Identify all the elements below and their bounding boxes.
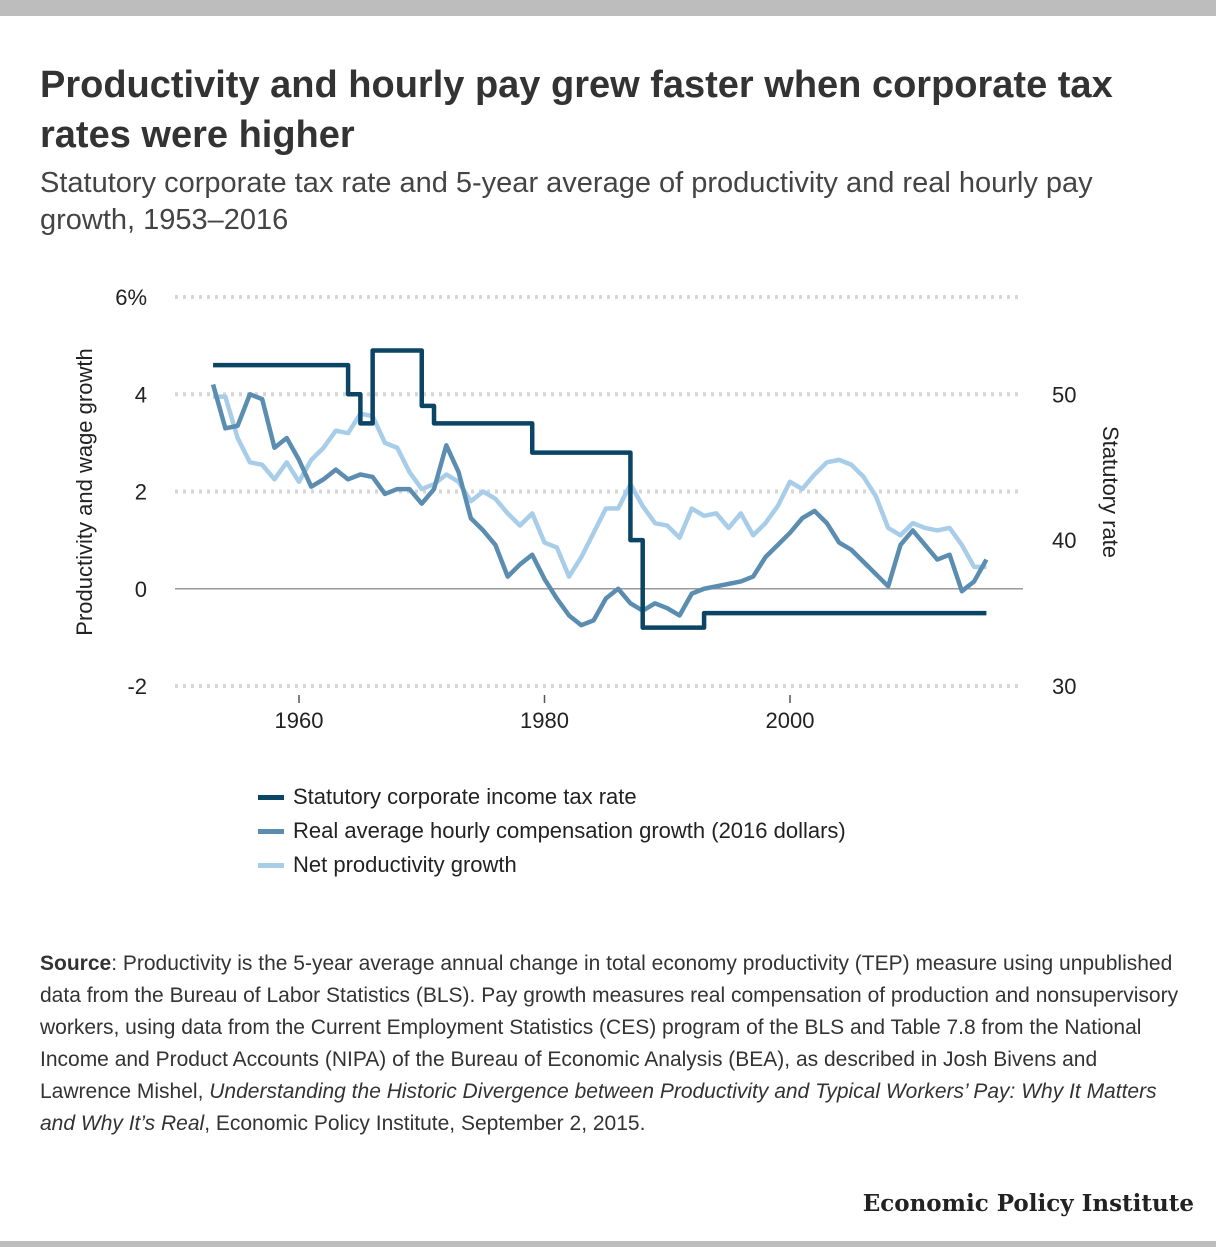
line-chart: 6% 4 2 0 -2 50 40 30 1960 1980 2000 Productivity a… [72, 285, 1123, 733]
series-line-compensation [210, 383, 989, 628]
legend-swatch [258, 794, 284, 800]
y-tick-label: 6% [115, 285, 147, 310]
legend-swatch [258, 828, 284, 834]
y-axis-label: Productivity and wage growth [72, 348, 97, 635]
x-tick-label: 1980 [520, 708, 569, 733]
x-tick-label: 1960 [275, 708, 324, 733]
source-citation: Understanding the Historic Divergence be… [40, 1080, 1157, 1135]
chart-title: Productivity and hourly pay grew faster … [40, 64, 1113, 156]
y2-axis-label: Statutory rate [1098, 426, 1123, 558]
legend-item-productivity: Net productivity growth [258, 848, 846, 882]
y2-tick-label: 50 [1052, 382, 1076, 407]
chart-subtitle: Statutory corporate tax rate and 5-year … [40, 167, 1093, 236]
legend-item-tax-rate: Statutory corporate income tax rate [258, 780, 846, 814]
source-label: Source [40, 952, 112, 975]
publisher-logo: Economic Policy Institute [862, 1190, 1194, 1217]
legend-label: Real average hourly compensation growth … [293, 818, 846, 843]
legend: Statutory corporate income tax rate Real… [258, 780, 846, 882]
series-line-tax-rate [213, 348, 987, 630]
legend-label: Statutory corporate income tax rate [293, 784, 637, 809]
y-tick-label: 4 [135, 382, 147, 407]
source-note: Source: Productivity is the 5-year avera… [40, 948, 1180, 1140]
bottom-border [0, 1241, 1216, 1247]
y-tick-label: 0 [135, 577, 147, 602]
y-tick-label: -2 [127, 674, 147, 699]
top-border [0, 0, 1216, 16]
source-text: : Productivity is the 5-year average ann… [40, 952, 1179, 1103]
gridlines [175, 295, 1023, 688]
tick-labels: 6% 4 2 0 -2 50 40 30 1960 1980 2000 [115, 285, 1076, 733]
y2-tick-label: 40 [1052, 528, 1076, 553]
y2-tick-label: 30 [1052, 674, 1076, 699]
source-text-end: , Economic Policy Institute, September 2… [204, 1112, 646, 1135]
legend-item-compensation: Real average hourly compensation growth … [258, 814, 846, 848]
x-tick-label: 2000 [766, 708, 815, 733]
series-line-productivity [213, 394, 987, 579]
series-lines [210, 348, 989, 630]
y-tick-label: 2 [135, 480, 147, 505]
legend-label: Net productivity growth [293, 852, 517, 877]
legend-swatch [258, 862, 284, 868]
